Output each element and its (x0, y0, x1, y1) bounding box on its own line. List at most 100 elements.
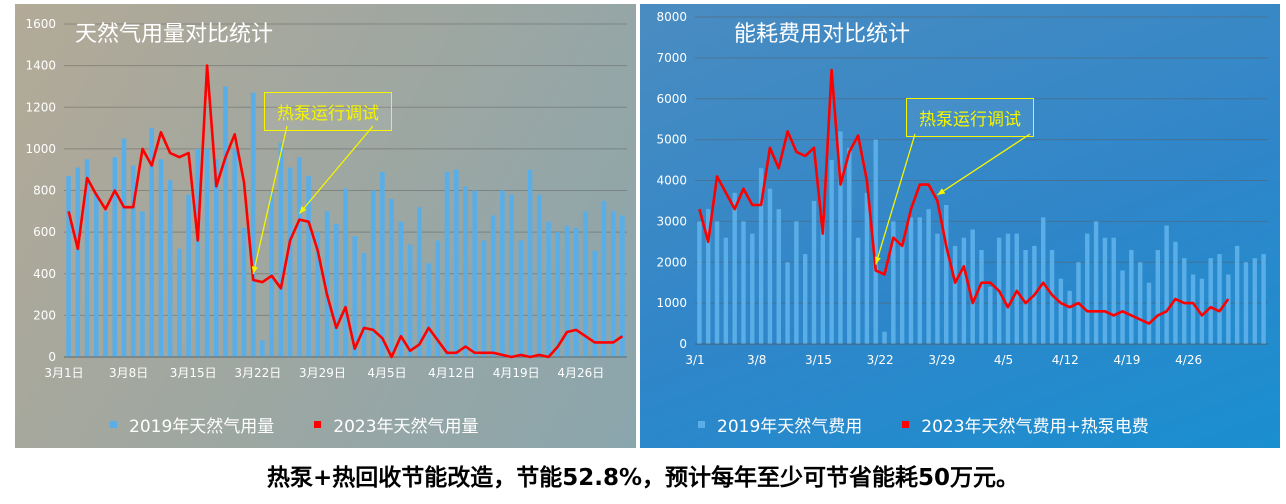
bar (472, 190, 478, 357)
legend-bar-swatch (110, 421, 117, 428)
x-tick-label: 4月5日 (367, 366, 406, 380)
x-tick-label: 4月19日 (493, 366, 540, 380)
bar (463, 186, 468, 357)
x-tick-label: 3月22日 (234, 366, 281, 380)
annotation-arrowhead (874, 256, 881, 265)
chart-annotation: 热泵运行调试 (264, 92, 392, 131)
bar (537, 194, 542, 357)
bar (838, 131, 843, 344)
bar (232, 148, 238, 357)
bar (592, 250, 598, 357)
x-tick-label: 4月12日 (428, 366, 475, 380)
bar (820, 213, 826, 344)
bar (260, 340, 265, 357)
bar (112, 157, 118, 357)
y-tick-label: 800 (33, 184, 56, 198)
bar (1243, 262, 1249, 344)
bar (706, 209, 711, 344)
bar (250, 92, 256, 358)
bar (776, 209, 781, 344)
chart-title: 能耗费用对比统计 (734, 22, 911, 47)
chart-legend: 2019年天然气用量 2023年天然气用量 (110, 412, 479, 437)
bar (714, 221, 720, 344)
x-tick-label: 4/26 (1175, 353, 1202, 367)
bar (500, 190, 505, 357)
bar (573, 227, 579, 357)
gas-usage-chart-panel: 0 200 400 600 800 1000 1200 1400 1600 3月1日 3月8日 3月1… (15, 4, 636, 448)
bar (794, 221, 799, 344)
bar (509, 194, 514, 357)
bar (864, 192, 870, 344)
x-tick-label: 3月15日 (170, 366, 217, 380)
bar (741, 221, 746, 344)
bar (1093, 221, 1099, 344)
legend-line-swatch (902, 421, 910, 428)
bar (758, 168, 764, 344)
y-tick-label: 1000 (25, 142, 56, 156)
bar (988, 286, 993, 344)
bar (555, 232, 561, 357)
x-tick-label: 3/15 (805, 353, 832, 367)
y-tick-label: 0 (679, 337, 687, 351)
bar (1234, 245, 1240, 344)
annotation-arrowhead (299, 206, 307, 214)
bar (121, 138, 127, 357)
bar (935, 233, 940, 344)
bar (1173, 241, 1178, 344)
bar (620, 215, 625, 357)
bar (944, 205, 949, 344)
bar (564, 225, 570, 357)
y-tick-label: 1400 (25, 59, 56, 73)
x-tick-label: 4/5 (994, 353, 1013, 367)
legend-bar-swatch (698, 421, 705, 428)
bar (732, 192, 737, 344)
bar (213, 159, 219, 357)
y-tick-label: 1200 (25, 100, 56, 114)
annotation-arrow (937, 133, 1031, 196)
bar (1226, 274, 1231, 344)
bar (829, 160, 834, 344)
bar (1041, 217, 1046, 344)
energy-cost-chart-panel: 0 1000 2000 3000 4000 5000 6000 7000 8000 3/1 3/8 3… (640, 4, 1280, 448)
bar (961, 237, 967, 344)
bar (204, 148, 210, 357)
y-tick-label: 3000 (656, 214, 687, 228)
bar (389, 198, 394, 357)
bar (1155, 249, 1161, 344)
bar (891, 221, 896, 344)
y-tick-label: 4000 (656, 174, 687, 188)
bar (297, 157, 302, 357)
bar (1199, 278, 1205, 344)
bar (546, 221, 551, 357)
bar (723, 237, 729, 344)
bar (882, 331, 887, 344)
bar (435, 240, 441, 357)
bar (1058, 278, 1064, 344)
bar (66, 175, 71, 357)
bar (195, 148, 201, 357)
annotation-arrow (298, 125, 374, 215)
y-tick-label: 200 (33, 308, 56, 322)
bar (1023, 249, 1028, 344)
x-tick-label: 3/1 (685, 353, 704, 367)
bar (84, 159, 90, 357)
bar (527, 169, 533, 357)
y-tick-label: 6000 (656, 92, 687, 106)
bar (177, 248, 182, 357)
annotation-arrow (252, 125, 288, 275)
x-tick-label: 3/22 (867, 353, 894, 367)
bar (278, 142, 284, 357)
bar (1085, 233, 1090, 344)
legend-line-label: 2023年天然气费用+热泵电费 (921, 417, 1149, 437)
series-line (698, 68, 1230, 325)
bar (811, 200, 817, 344)
bar (908, 217, 914, 344)
bar (490, 215, 496, 357)
bar (75, 167, 81, 357)
bar (1146, 282, 1152, 344)
gas-usage-chart: 0 200 400 600 800 1000 1200 1400 1600 3月1日 3月8日 3月1… (25, 17, 627, 380)
bar (1182, 258, 1187, 344)
energy-cost-chart: 0 1000 2000 3000 4000 5000 6000 7000 8000 3/1 3/8 3… (656, 10, 1268, 367)
y-tick-label: 1000 (656, 296, 687, 310)
bar (343, 188, 348, 357)
